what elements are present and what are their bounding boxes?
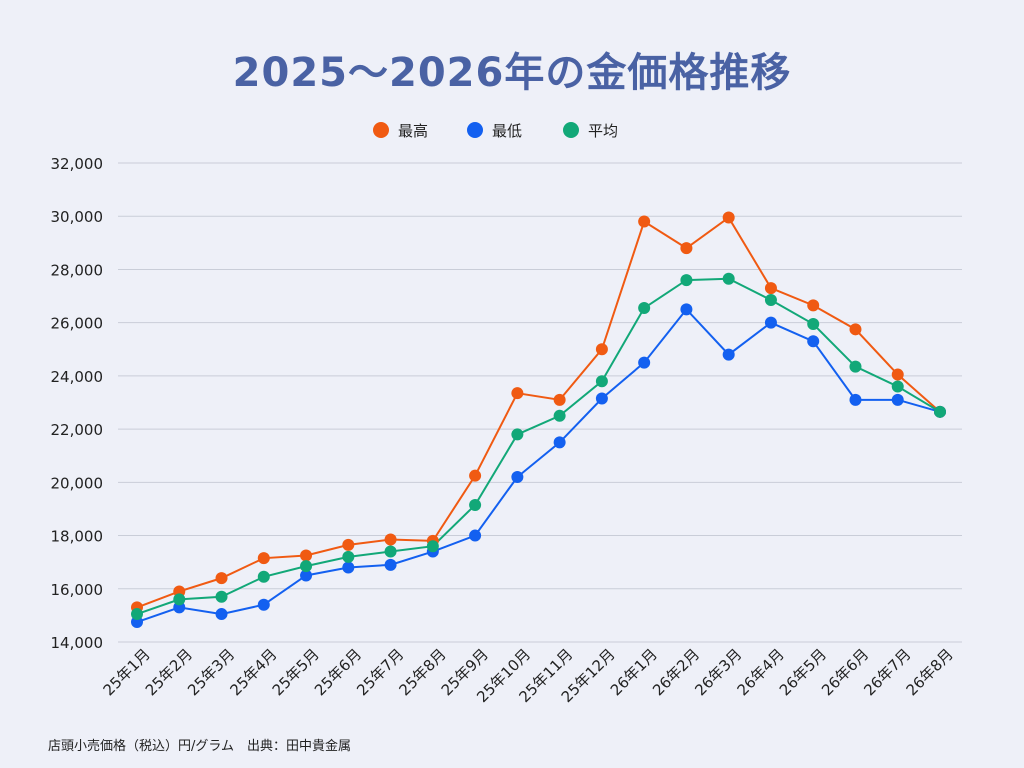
data-point (764, 282, 777, 295)
data-point (891, 380, 904, 393)
data-point (891, 393, 904, 406)
data-point (426, 540, 439, 553)
data-point (511, 471, 524, 484)
y-tick-label: 14,000 (51, 634, 104, 652)
legend-marker (563, 122, 579, 138)
y-tick-label: 26,000 (51, 315, 104, 333)
series-line (136, 307, 941, 623)
data-point (638, 356, 651, 369)
data-point (849, 323, 862, 336)
data-point (469, 469, 482, 482)
legend-label: 最高 (398, 122, 428, 140)
data-point (511, 428, 524, 441)
data-point (384, 533, 397, 546)
data-point (131, 608, 143, 621)
data-point (680, 303, 693, 316)
data-point (215, 590, 228, 603)
data-point (680, 274, 693, 287)
data-point (764, 316, 777, 329)
data-point (257, 570, 270, 583)
data-point (934, 405, 946, 418)
series-line (136, 216, 941, 609)
data-point (553, 393, 566, 406)
data-point (807, 299, 820, 312)
data-point (257, 552, 270, 565)
y-tick-label: 22,000 (51, 421, 104, 439)
legend-marker (467, 122, 483, 138)
data-point (807, 335, 820, 348)
data-point (257, 598, 270, 611)
y-tick-label: 30,000 (51, 208, 104, 226)
data-point (764, 294, 777, 307)
y-tick-label: 24,000 (51, 368, 104, 386)
y-tick-label: 32,000 (51, 155, 104, 173)
data-point (173, 593, 186, 606)
data-point (722, 211, 735, 224)
data-point (807, 317, 820, 330)
data-point (300, 549, 313, 562)
y-tick-label: 16,000 (51, 581, 104, 599)
data-point (300, 569, 313, 582)
data-point (891, 368, 904, 381)
data-point (215, 572, 228, 585)
y-tick-label: 18,000 (51, 528, 104, 546)
y-tick-label: 20,000 (51, 474, 104, 492)
chart-title: 2025～2026年の金価格推移 (232, 50, 792, 96)
data-point (384, 558, 397, 571)
data-point (342, 550, 355, 563)
data-point (638, 215, 651, 228)
series-line (136, 277, 941, 616)
data-point (384, 545, 397, 558)
data-point (680, 242, 693, 255)
legend-label: 平均 (588, 122, 618, 140)
legend-marker (373, 122, 389, 138)
data-point (849, 393, 862, 406)
data-point (722, 272, 735, 285)
data-point (849, 360, 862, 373)
data-point (342, 538, 355, 551)
data-point (300, 560, 313, 573)
data-point (469, 498, 482, 511)
data-point (511, 387, 524, 400)
data-point (638, 302, 651, 315)
chart-source-note: 店頭小売価格（税込）円/グラム 出典：田中貴金属 (48, 739, 351, 754)
data-point (342, 561, 355, 574)
data-point (553, 409, 566, 422)
x-tick-label: 26年8月 (903, 645, 957, 699)
data-point (553, 436, 566, 449)
data-point (722, 348, 735, 361)
data-point (595, 392, 608, 405)
data-point (215, 608, 228, 621)
legend-label: 最低 (492, 122, 522, 140)
data-point (595, 343, 608, 356)
y-tick-label: 28,000 (51, 261, 104, 279)
data-point (469, 529, 482, 542)
data-point (595, 375, 608, 388)
